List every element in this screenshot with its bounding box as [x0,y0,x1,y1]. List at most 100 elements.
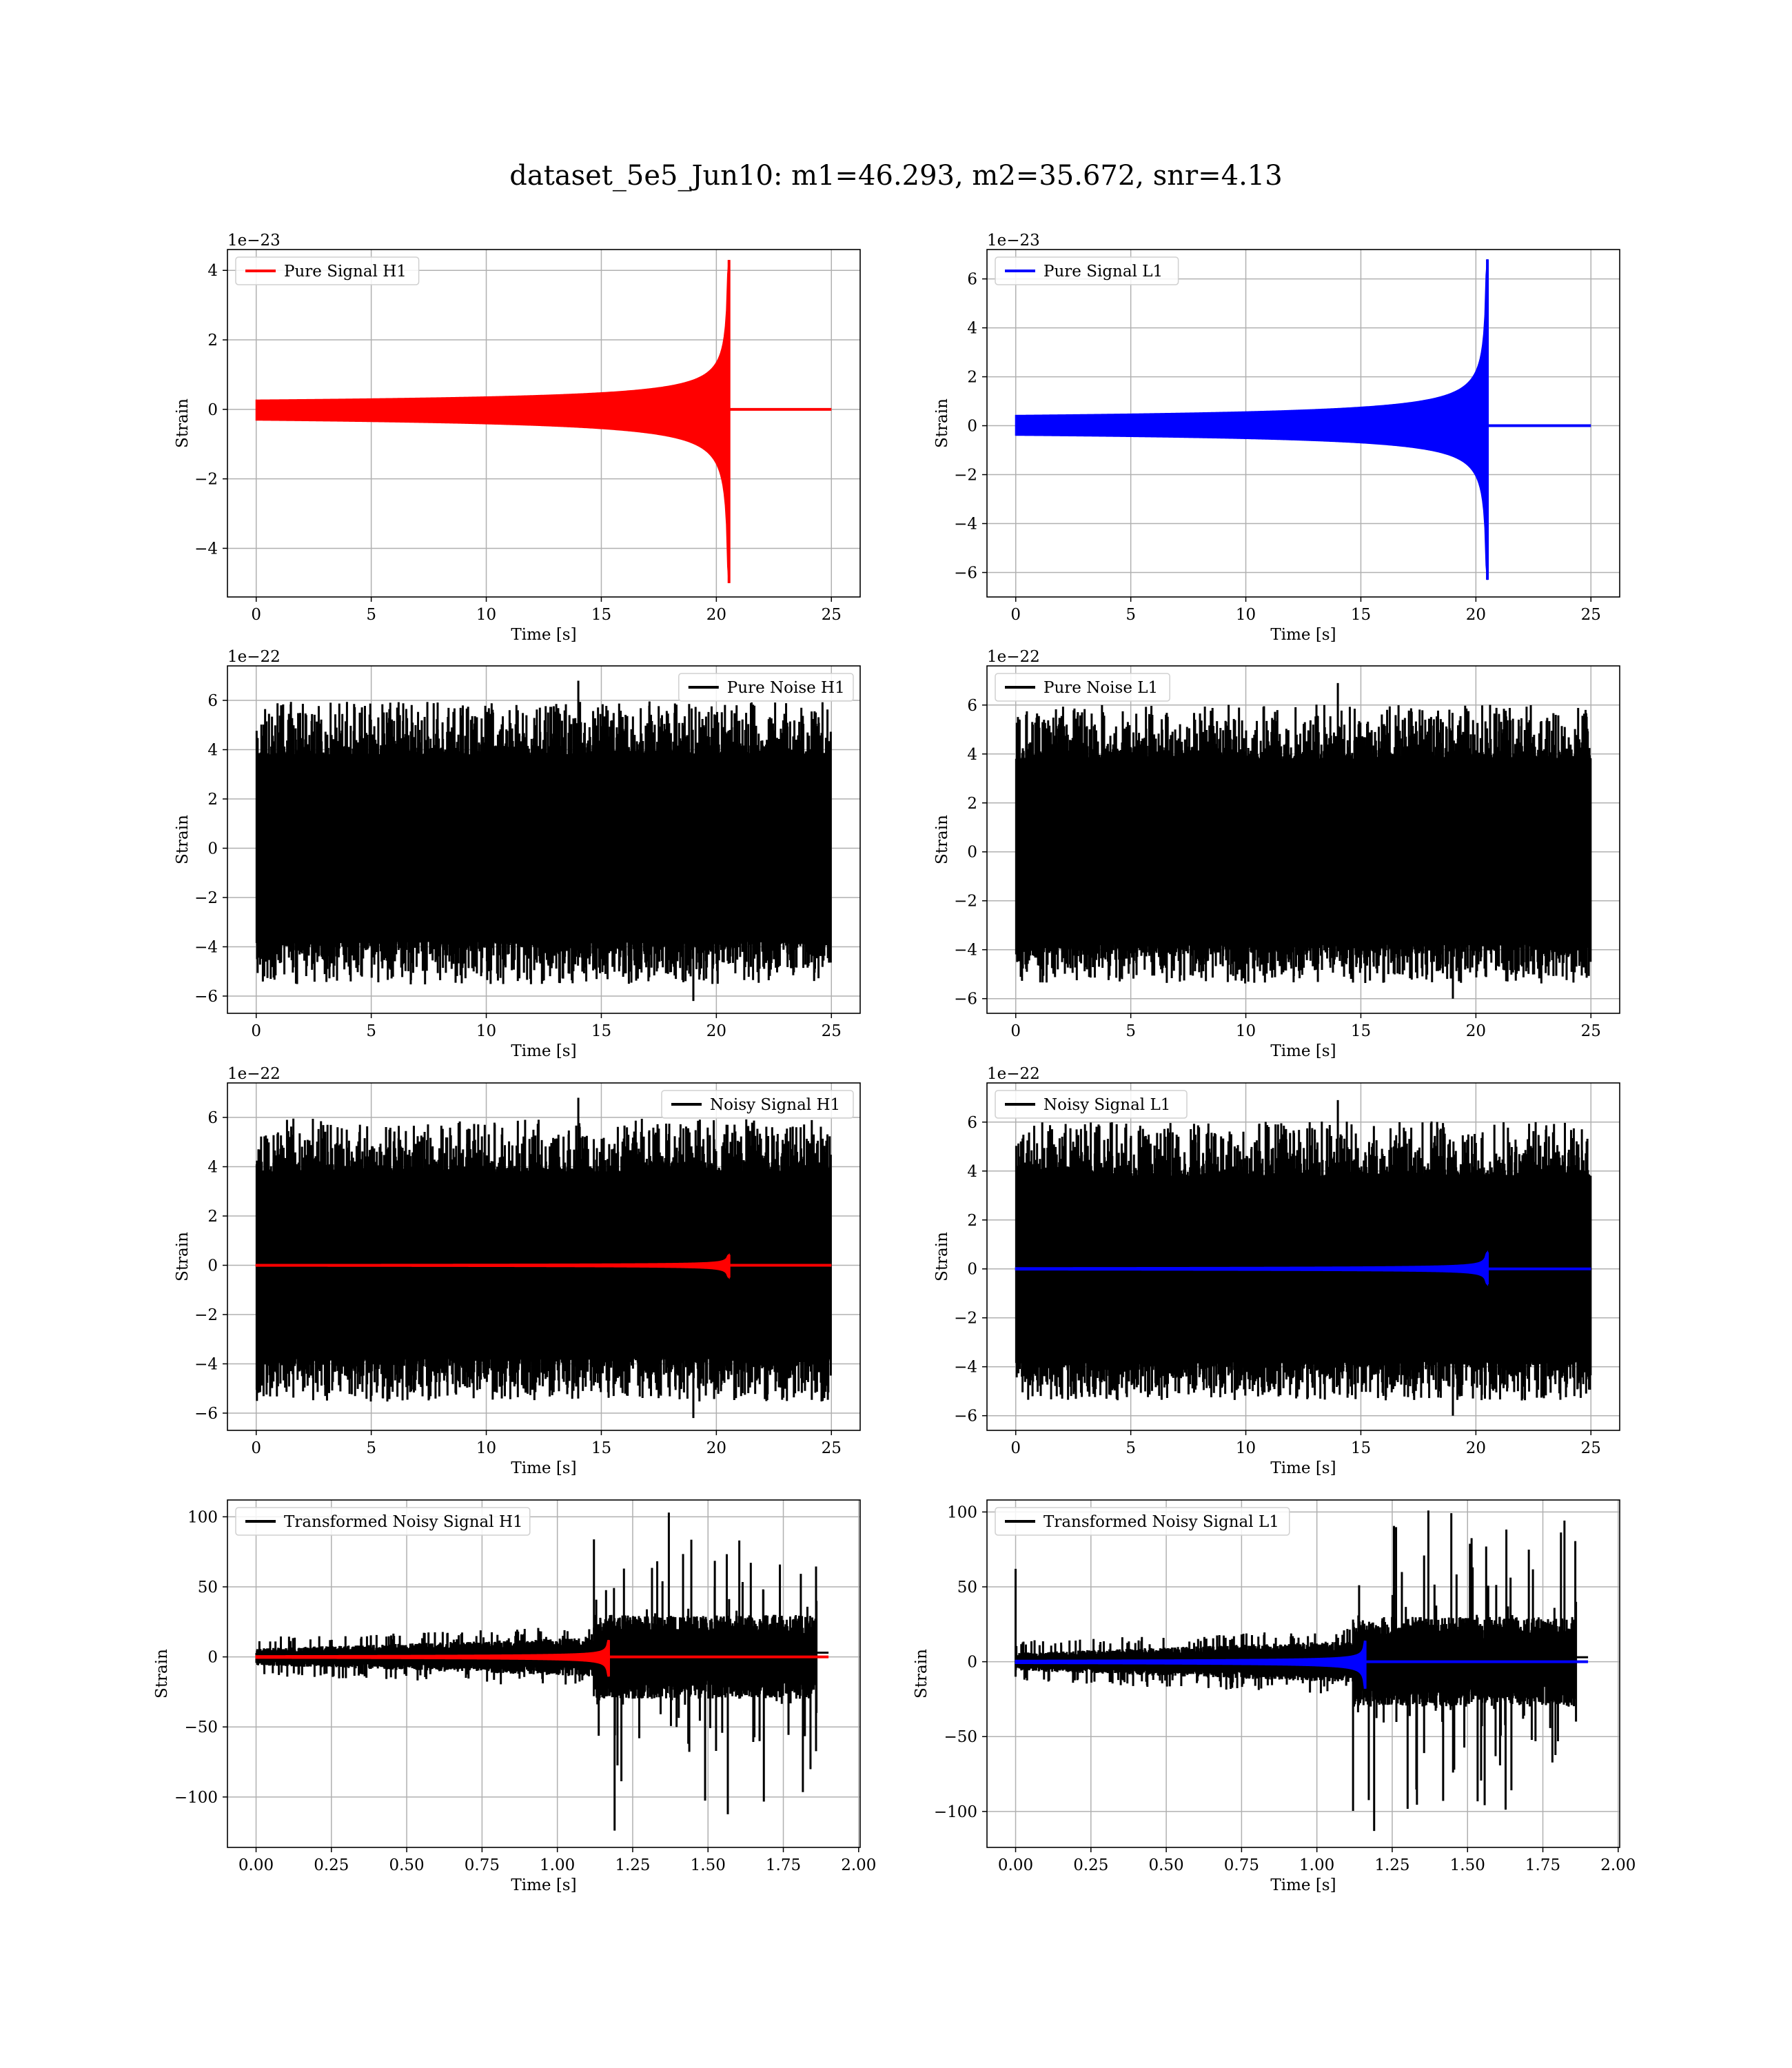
y-axis-label: Strain [913,1649,930,1699]
y-axis-label: Strain [153,1649,171,1699]
x-tick-label: 5 [1126,606,1136,624]
y-tick-label: −6 [954,991,977,1008]
x-tick-label: 0 [251,606,261,624]
legend-box [235,256,420,285]
x-tick-label: 1.75 [1525,1856,1560,1874]
legend-box [661,1090,854,1119]
y-tick-label: −4 [954,942,977,960]
y-tick-label: −50 [944,1728,977,1746]
x-tick-label: 10 [1236,1022,1256,1040]
x-tick-label: 25 [822,606,842,624]
chart-panel-h1_pure_noise: 0 5 10 15 20 25 −6 −4 −2 0 2 4 6 Time [s] Strain 1e−22 P… [174,648,861,1060]
y-tick-label: −6 [194,988,218,1006]
x-tick-label: 10 [476,606,496,624]
y-tick-label: 4 [207,262,218,280]
y-tick-label: −100 [934,1803,977,1821]
offset-text: 1e−22 [987,1065,1040,1083]
x-axis-label: Time [s] [511,1876,576,1894]
y-axis-label: Strain [933,398,951,448]
legend-box [995,673,1170,702]
chart-panel-h1_transformed: 0.00 0.25 0.50 0.75 1.00 1.25 1.50 1.75 2.00 −100… [153,1499,876,1894]
legend: Pure Signal H1 [235,256,420,285]
y-tick-label: 4 [207,742,218,760]
axes-frame [227,665,861,1014]
series-group [255,1097,832,1419]
y-tick-label: 4 [207,1159,218,1177]
chart-panel-l1_noisy_signal: 0 5 10 15 20 25 −6 −4 −2 0 2 4 6 Time [s] Strain 1e−22N… [933,1065,1620,1477]
axes-frame [986,665,1620,1014]
x-tick-label: 5 [366,606,376,624]
series-group [255,680,832,1002]
x-tick-label: 15 [1351,1439,1371,1457]
legend-label: Transformed Noisy Signal H1 [284,1513,523,1531]
legend-box [678,673,854,702]
x-tick-label: 0 [251,1439,261,1457]
legend-box [995,1507,1290,1536]
y-tick-label: −4 [194,1355,218,1373]
chart-panel-h1_pure_signal: 0 5 10 15 20 25 −4 −2 0 2 4 Time [s] Strain 1e−23Pure… [174,232,861,644]
offset-text: 1e−22 [227,1065,281,1083]
y-axis-label: Strain [174,1232,192,1281]
y-tick-label: −6 [954,1408,977,1426]
y-tick-label: −2 [954,467,977,485]
x-tick-label: 0 [1010,1022,1021,1040]
x-tick-label: 20 [1466,1022,1486,1040]
legend-label: Pure Noise H1 [727,679,845,697]
x-tick-label: 10 [476,1022,496,1040]
legend-box [235,1507,531,1536]
y-tick-label: 4 [967,1163,977,1181]
x-axis-label: Time [s] [1270,1876,1336,1894]
series-0-noise-spikes [1015,682,1592,999]
x-axis-label: Time [s] [1270,1459,1336,1477]
y-tick-label: 2 [207,332,218,349]
x-tick-label: 2.00 [841,1856,876,1874]
series-group [1015,1099,1592,1416]
x-tick-label: 0.00 [998,1856,1033,1874]
series-group [1015,1510,1589,1832]
x-tick-label: 1.25 [1374,1856,1409,1874]
y-tick-label: 50 [957,1579,977,1596]
y-tick-label: −2 [954,1310,977,1328]
chart-panel-l1_pure_noise: 0 5 10 15 20 25 −6 −4 −2 0 2 4 6 Time [s] Strain 1e−22P… [933,648,1620,1060]
legend: Pure Noise H1 [678,673,854,702]
x-tick-label: 1.00 [540,1856,575,1874]
y-tick-label: 2 [967,1212,977,1230]
axes-frame [227,249,861,598]
legend-box [995,256,1179,285]
y-tick-label: −100 [174,1789,218,1807]
x-tick-label: 25 [1581,606,1601,624]
x-tick-label: 25 [822,1022,842,1040]
y-tick-label: 6 [207,1109,218,1127]
y-tick-label: −6 [954,565,977,582]
offset-text: 1e−22 [987,648,1040,666]
axes-frame [227,1082,861,1431]
figure-title: dataset_5e5_Jun10: m1=46.293, m2=35.672,… [509,160,1282,192]
y-tick-label: 2 [207,1208,218,1226]
y-tick-label: 6 [207,692,218,710]
series-0-noise-spikes [255,680,832,1002]
x-tick-label: 1.25 [615,1856,650,1874]
legend: Transformed Noisy Signal L1 [995,1507,1290,1536]
offset-text: 1e−23 [227,232,281,250]
x-axis-label: Time [s] [1270,1042,1336,1060]
y-tick-label: 2 [207,791,218,809]
offset-text: 1e−22 [227,648,281,666]
y-tick-label: −4 [194,540,218,558]
legend: Pure Signal L1 [995,256,1179,285]
axes-frame [986,1499,1620,1848]
x-axis-label: Time [s] [511,1459,576,1477]
x-tick-label: 15 [591,1022,611,1040]
series-group [1015,259,1591,580]
y-tick-label: −2 [194,889,218,907]
chart-panel-l1_transformed: 0.00 0.25 0.50 0.75 1.00 1.25 1.50 1.75 2.00 −100… [913,1499,1636,1894]
x-tick-label: 15 [1351,606,1371,624]
x-tick-label: 1.50 [691,1856,726,1874]
y-tick-label: 4 [967,746,977,764]
x-axis-label: Time [s] [1270,626,1336,644]
x-tick-label: 0 [1010,1439,1021,1457]
x-tick-label: 5 [1126,1022,1136,1040]
x-tick-label: 25 [822,1439,842,1457]
x-axis-label: Time [s] [511,626,576,644]
legend-label: Pure Signal H1 [284,263,407,281]
